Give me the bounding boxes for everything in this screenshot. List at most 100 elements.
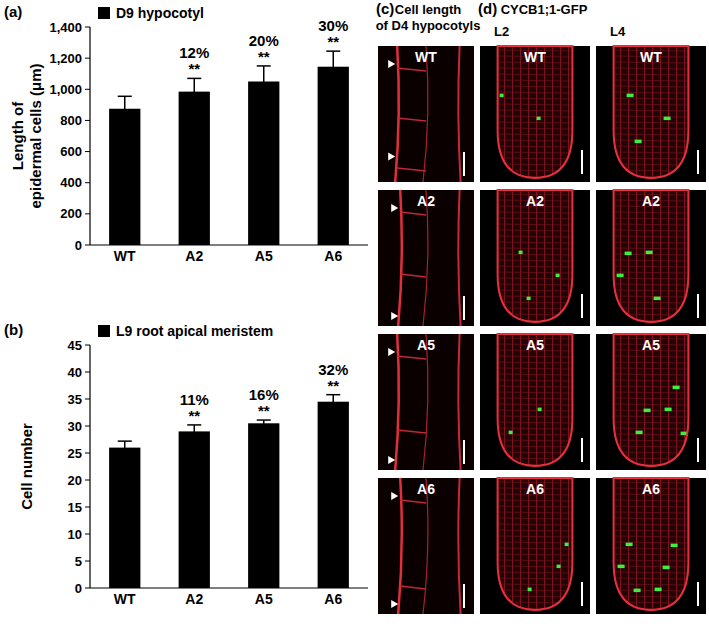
- root-outline: [498, 190, 573, 322]
- y-tick: [85, 588, 90, 589]
- cell-wall: [536, 478, 537, 610]
- cell-wall: [614, 464, 689, 465]
- y-tick-label: 45: [68, 338, 82, 353]
- panel-label: (c): [376, 0, 394, 17]
- cell-wall: [398, 190, 402, 326]
- cell-wall: [498, 122, 573, 123]
- cell-wall: [614, 398, 689, 399]
- gfp-signal: [646, 251, 653, 255]
- root-cells: [614, 478, 689, 610]
- cell-wall: [498, 356, 573, 357]
- cell-wall: [614, 416, 689, 417]
- image-background: [378, 334, 474, 470]
- micrograph: A5: [596, 334, 706, 470]
- image-background: [596, 478, 706, 614]
- micrograph: WT: [596, 46, 706, 182]
- y-tick-label: 600: [60, 144, 82, 159]
- legend-label: D9 hypocotyl: [116, 5, 204, 21]
- error-stem: [263, 420, 265, 426]
- cell-wall: [498, 404, 573, 405]
- cell-wall: [652, 334, 653, 466]
- scale-bar: [463, 152, 465, 176]
- x-tick-label: A6: [324, 248, 342, 264]
- cell-wall: [498, 68, 573, 69]
- cell-wall: [614, 584, 689, 585]
- error-stem: [124, 96, 126, 121]
- y-tick-label: 0: [75, 238, 82, 253]
- y-tick: [85, 372, 90, 373]
- annotation: 12%: [179, 44, 209, 61]
- cell-wall: [498, 602, 573, 603]
- cell-wall: [458, 46, 460, 182]
- cell-wall: [652, 46, 653, 178]
- cell-wall: [498, 176, 573, 177]
- cell-wall: [614, 308, 689, 309]
- cell-wall: [614, 608, 689, 609]
- error-cap: [326, 50, 340, 52]
- cell-wall: [544, 190, 545, 322]
- cell-wall: [498, 500, 573, 501]
- cell-wall: [614, 224, 689, 225]
- cell-wall: [614, 380, 689, 381]
- image-background: [378, 46, 474, 182]
- cell-wall: [614, 128, 689, 129]
- gfp-signal: [627, 94, 634, 98]
- scale-bar: [463, 584, 465, 608]
- image-label: A6: [642, 481, 660, 497]
- image-background: [480, 334, 590, 470]
- y-tick: [85, 89, 90, 90]
- cell-wall: [498, 428, 573, 429]
- annotation: 16%: [249, 386, 279, 403]
- cell-wall: [498, 524, 573, 525]
- error-stem: [194, 78, 196, 104]
- cell-wall: [614, 218, 689, 219]
- y-axis-label: Length ofepidermal cells (μm): [9, 63, 44, 208]
- y-tick-label: 800: [60, 113, 82, 128]
- cell-wall: [498, 266, 573, 267]
- cell-wall: [400, 274, 426, 277]
- micrograph: A2: [480, 190, 590, 326]
- cell-wall: [560, 478, 561, 610]
- cell-wall: [498, 386, 573, 387]
- y-tick-label: 1,200: [49, 51, 82, 66]
- y-tick-label: 15: [68, 500, 82, 515]
- legend-label: L9 root apical meristem: [116, 323, 273, 339]
- error-stem: [194, 425, 196, 438]
- y-tick-label: 200: [60, 206, 82, 221]
- cell-wall: [668, 190, 669, 322]
- cell-wall: [498, 566, 573, 567]
- cell-wall: [560, 334, 561, 466]
- cell-wall: [660, 46, 661, 178]
- y-axis: [89, 27, 90, 245]
- cell-wall: [423, 46, 428, 182]
- cell-wall: [614, 260, 689, 261]
- micrograph: A6: [480, 478, 590, 614]
- marks: [109, 51, 349, 245]
- root-body: [498, 190, 573, 322]
- cell-wall: [498, 422, 573, 423]
- cell-wall: [498, 554, 573, 555]
- cell-wall: [498, 578, 573, 579]
- cell-wall: [614, 158, 689, 159]
- cell-wall: [498, 506, 573, 507]
- cell-wall: [614, 278, 689, 279]
- gfp-signal: [673, 386, 680, 390]
- root-body: [498, 478, 573, 610]
- y-axis-label-line: Length of: [9, 101, 26, 170]
- gfp-signal: [556, 274, 560, 278]
- root-body: [498, 334, 573, 466]
- cell-wall: [614, 566, 689, 567]
- cell-wall: [400, 586, 426, 589]
- cell-wall: [397, 118, 426, 121]
- caption-line: Cell length: [395, 2, 462, 17]
- error-cap: [326, 394, 340, 396]
- error-bar: [118, 96, 132, 121]
- cell-wall: [498, 380, 573, 381]
- y-tick-label: 20: [68, 473, 82, 488]
- y-tick-label: 30: [68, 419, 82, 434]
- cell-wall: [652, 478, 653, 610]
- arrowhead: [391, 312, 398, 320]
- cell-wall: [398, 478, 402, 614]
- cell-wall: [614, 320, 689, 321]
- cell-wall: [614, 74, 689, 75]
